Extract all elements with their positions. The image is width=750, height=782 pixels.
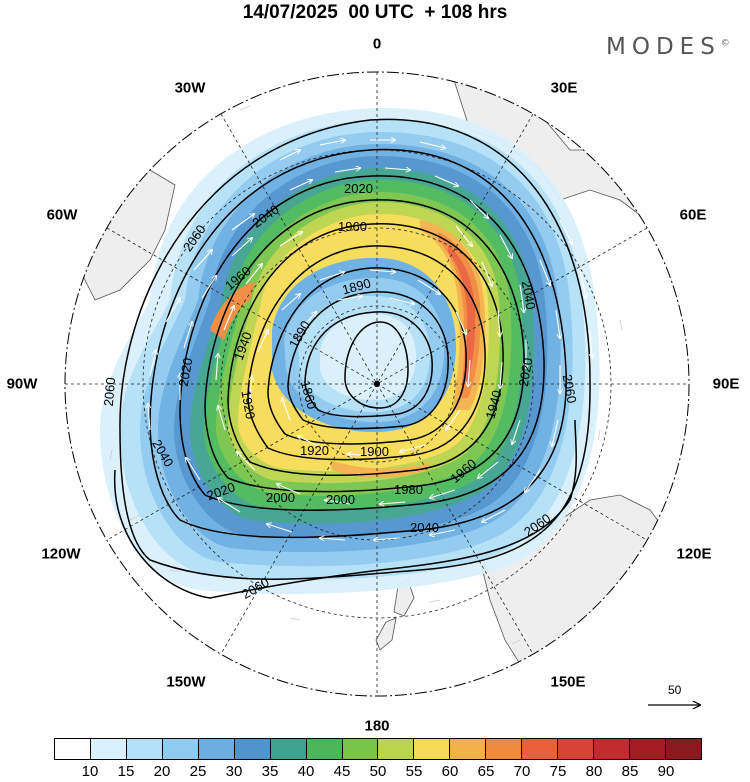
colorbar-swatch [306,739,343,759]
map-border [64,71,690,697]
colorbar-tick-label: 70 [513,763,531,780]
colorbar-tick-label: 30 [225,763,243,780]
lon-label-120e: 120E [676,545,712,563]
lon-label-120w: 120W [41,545,81,563]
colorbar-swatch [198,739,235,759]
colorbar-swatch [378,739,415,759]
colorbar-tick-label: 55 [405,763,423,780]
colorbar-tick-label: 25 [189,763,207,780]
reference-vector-arrow [648,681,706,721]
brand-logo: MODES© [606,34,730,60]
contour-label: 2020 [344,181,373,196]
contour-label: 1920 [300,443,329,458]
colorbar-swatch [558,739,595,759]
contour-label: 2040 [410,520,439,535]
colorbar-tick-label: 85 [621,763,639,780]
brand-name: MODES [606,34,721,60]
colorbar-swatch [55,739,91,759]
contour-label: 2020 [516,357,536,388]
lon-label-150w: 150W [166,673,206,691]
colorbar-swatch [234,739,271,759]
colorbar-tick-label: 90 [657,763,675,780]
colorbar-swatch [414,739,451,759]
wind-vectors [148,140,592,540]
contour-label: 1890 [341,275,373,297]
lon-label-150e: 150E [550,673,586,691]
colorbar-swatch [90,739,127,759]
colorbar-swatch [665,739,701,759]
contour-label: 1960 [338,219,367,234]
colorbar-tick-label: 50 [369,763,387,780]
contour-label: 2020 [176,357,196,388]
lon-label-180: 180 [364,717,390,735]
colorbar-swatch [270,739,307,759]
colorbar-swatch [126,739,163,759]
pole-marker [374,381,380,387]
lon-label-90e: 90E [712,375,740,393]
colorbar-swatch [450,739,487,759]
lon-label-30e: 30E [550,79,578,97]
colorbar-tick-label: 60 [441,763,459,780]
colorbar-swatch [342,739,379,759]
contour-label: 1920 [238,389,258,420]
colorbar-swatch [630,739,666,759]
contour-label: 1940 [483,389,505,421]
lon-label-30w: 30W [174,79,206,97]
colorbar-tick-label: 40 [297,763,315,780]
chart-title: 14/07/2025 00 UTC + 108 hrs [242,2,508,23]
colorbar-tick-label: 65 [477,763,495,780]
colorbar-tick-label: 35 [261,763,279,780]
copyright-mark: © [720,38,730,49]
lon-label-0: 0 [372,35,382,53]
wind-vectors-weak [109,105,623,645]
colorbar [54,738,702,760]
colorbar-tick-label: 75 [549,763,567,780]
contour-label: 1900 [360,444,389,459]
lon-label-60e: 60E [679,206,707,224]
colorbar-tick-label: 15 [117,763,135,780]
contour-label: 1860 [298,379,320,411]
contour-label: 1980 [394,482,423,497]
colorbar-swatch [486,739,523,759]
polar-stereographic-map: 2020 1960 1890 2040 2060 1960 1890 1940 … [64,71,690,697]
reference-vector-label: 50 [668,683,682,697]
colorbar-tick-label: 20 [153,763,171,780]
colorbar-swatch [162,739,199,759]
colorbar-tick-label: 10 [81,763,99,780]
lon-label-60w: 60W [46,206,78,224]
map-disk: 2020 1960 1890 2040 2060 1960 1890 1940 … [65,72,689,696]
colorbar-swatch [522,739,559,759]
lon-label-90w: 90W [6,375,38,393]
contour-label: 2000 [326,492,355,507]
colorbar-swatch [594,739,630,759]
colorbar-tick-label: 80 [585,763,603,780]
contour-label: 2060 [560,373,580,404]
contour-label: 2040 [519,280,539,311]
contour-label: 2000 [266,490,295,505]
contour-labels: 2020 1960 1890 2040 2060 1960 1890 1940 … [101,181,580,602]
colorbar-tick-label: 45 [333,763,351,780]
contour-label: 2060 [101,377,118,407]
